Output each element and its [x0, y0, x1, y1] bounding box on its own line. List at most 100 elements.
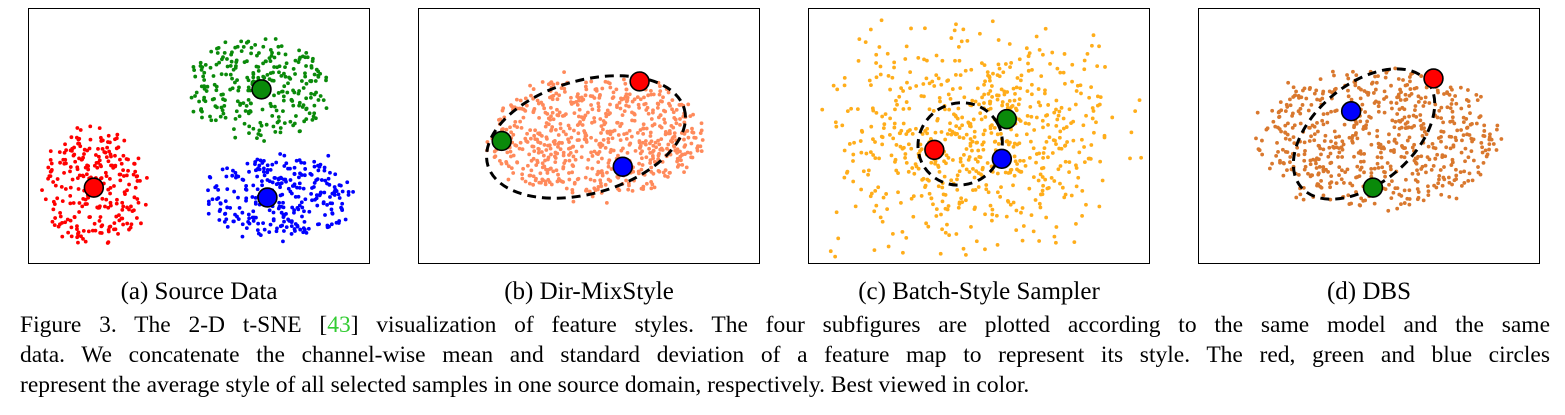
mixed-style-point: [659, 125, 664, 130]
mixed-style-point: [611, 90, 616, 95]
red-domain-point: [69, 225, 74, 230]
red-domain-point: [129, 204, 133, 209]
red-domain-point: [117, 172, 122, 177]
green-domain-point: [221, 111, 226, 116]
mixed-style-point: [667, 101, 671, 106]
dbs-style-point: [1453, 94, 1458, 98]
sampled-style-point: [1038, 172, 1043, 177]
sampled-style-point: [897, 94, 902, 99]
mixed-style-point: [556, 133, 561, 137]
sampled-style-point: [1025, 89, 1030, 94]
dbs-style-point: [1416, 94, 1421, 99]
mixed-style-point: [553, 160, 558, 164]
mixed-style-point: [580, 144, 584, 149]
green-domain-point: [216, 46, 221, 50]
dbs-style-point: [1270, 161, 1274, 166]
green-domain-point: [312, 111, 317, 116]
sampled-style-point: [901, 250, 905, 255]
green-domain-point: [288, 119, 293, 124]
dbs-style-point: [1328, 151, 1333, 156]
sampled-style-point: [859, 150, 864, 155]
mixed-style-point: [555, 107, 559, 112]
mixed-style-point: [627, 181, 631, 186]
sampled-style-point: [883, 112, 888, 117]
citation-link[interactable]: 43: [327, 312, 351, 338]
sampled-style-point: [974, 239, 979, 244]
dbs-style-point: [1349, 97, 1354, 102]
sampled-style-point: [968, 143, 973, 148]
sampled-style-point: [999, 185, 1003, 189]
green-domain-point: [275, 65, 279, 70]
dbs-style-point: [1409, 92, 1414, 96]
mixed-style-point: [649, 179, 653, 184]
dbs-style-point: [1372, 201, 1377, 206]
green-domain-point: [205, 84, 210, 89]
mixed-style-point: [606, 80, 610, 85]
mixed-style-point: [572, 128, 576, 133]
dbs-style-point: [1347, 135, 1352, 140]
dbs-style-point: [1432, 183, 1436, 188]
sampled-style-point: [979, 172, 983, 177]
blue-domain-point: [300, 214, 304, 219]
mixed-style-point: [678, 123, 682, 127]
dbs-style-point: [1372, 101, 1377, 105]
dbs-style-point: [1448, 119, 1453, 124]
blue-domain-point: [312, 159, 317, 164]
dbs-style-point: [1334, 181, 1339, 186]
mixed-style-point: [592, 116, 597, 120]
red-domain-point: [72, 152, 77, 157]
sampled-style-point: [1081, 123, 1086, 128]
mixed-style-point: [583, 175, 588, 180]
dbs-style-point: [1458, 170, 1463, 175]
sampled-style-point: [961, 246, 966, 251]
subfigure-c-plot: [808, 8, 1150, 264]
mixed-style-point: [543, 110, 548, 115]
dbs-style-point: [1404, 150, 1409, 155]
sampled-style-point: [1098, 159, 1103, 164]
green-domain-point: [194, 90, 199, 95]
red-domain-point: [98, 135, 103, 140]
dbs-style-point: [1314, 88, 1319, 93]
mixed-style-point: [549, 128, 553, 133]
mixed-style-point: [583, 113, 588, 118]
mixed-style-point: [610, 129, 615, 134]
sampled-style-point: [951, 158, 955, 162]
mixed-style-point: [509, 130, 513, 135]
mixed-style-point: [527, 152, 532, 157]
sampled-style-point: [1060, 185, 1065, 190]
sampled-style-point: [1129, 130, 1134, 135]
sampled-style-point: [929, 196, 934, 201]
sampled-style-point: [988, 126, 993, 131]
dbs-style-point: [1334, 145, 1339, 150]
dbs-style-point: [1329, 174, 1334, 178]
red-domain-point: [118, 157, 122, 162]
mixed-style-point: [594, 138, 598, 143]
sampled-style-point: [878, 215, 883, 220]
mixed-style-point: [557, 93, 562, 98]
green-domain-point: [282, 84, 287, 89]
blue-domain-point: [329, 207, 334, 212]
red-domain-point: [68, 185, 73, 190]
dbs-style-point: [1439, 105, 1444, 110]
dbs-style-point: [1304, 96, 1309, 101]
dbs-style-point: [1427, 157, 1432, 162]
mixed-style-point: [509, 103, 513, 108]
dbs-style-point: [1306, 171, 1310, 176]
mixed-style-point: [500, 108, 505, 113]
sampled-style-point: [946, 92, 951, 97]
blue-domain-point: [217, 209, 222, 213]
sampled-style-point: [955, 177, 959, 182]
blue-domain-point: [274, 182, 279, 187]
mixed-style-point: [604, 200, 609, 205]
mixed-style-point: [665, 146, 669, 151]
dbs-style-point: [1317, 164, 1322, 169]
dbs-style-point: [1369, 171, 1374, 175]
subfigure-b-plot: [418, 8, 760, 264]
dbs-style-point: [1369, 142, 1374, 147]
dbs-style-point: [1354, 175, 1358, 180]
red-domain-point: [145, 175, 149, 180]
dbs-style-point: [1396, 133, 1401, 137]
dbs-scatter: [1254, 66, 1504, 213]
sampled-style-point: [899, 200, 903, 205]
green-domain-point: [237, 85, 241, 90]
